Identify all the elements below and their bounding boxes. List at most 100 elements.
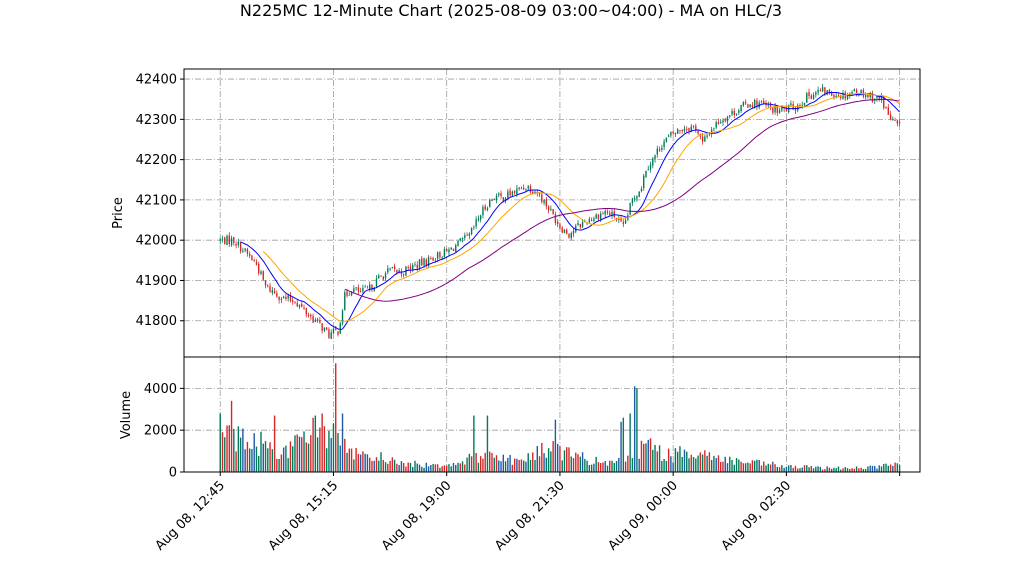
volume-bar [255, 446, 258, 472]
candle-body [330, 332, 332, 339]
candle-body [491, 199, 493, 201]
volume-bar [620, 421, 622, 472]
price-tick-label: 42400 [136, 73, 177, 88]
candle-body [810, 95, 813, 99]
candle-body [348, 294, 351, 296]
candle-body [656, 148, 659, 155]
candle-body [461, 238, 464, 239]
volume-bar [785, 466, 788, 472]
volume-bar [747, 462, 749, 472]
volume-bar [837, 466, 840, 472]
volume-bar [853, 468, 856, 472]
candle-body [538, 193, 541, 195]
volume-bar [855, 466, 858, 472]
candle-body [475, 219, 477, 227]
candle-body [276, 293, 278, 297]
volume-bar [797, 468, 799, 472]
candle-body [744, 101, 747, 104]
candle-body [663, 141, 665, 148]
volume-bar [790, 465, 792, 472]
volume-bar [486, 415, 489, 472]
volume-bar [507, 457, 509, 472]
volume-bar [765, 465, 767, 472]
volume-bar [883, 463, 885, 472]
candle-body [633, 198, 636, 200]
candle-body [681, 129, 683, 132]
volume-bar [860, 467, 862, 472]
volume-bar [495, 455, 498, 472]
candle-body [735, 113, 738, 115]
candle-body [541, 194, 543, 202]
candle-body [638, 191, 640, 197]
volume-bar [425, 462, 428, 472]
volume-bar [305, 442, 307, 472]
volume-bar [221, 432, 224, 472]
candle-body [312, 316, 314, 323]
volume-bar [776, 466, 779, 472]
volume-bar [690, 454, 692, 472]
candle-body [445, 249, 448, 252]
candle-body [393, 266, 396, 269]
volume-bar [663, 458, 665, 472]
candle-body [584, 221, 586, 223]
candle-body [579, 224, 582, 228]
candle-body [878, 95, 880, 99]
x-axis: Aug 08, 12:45 Aug 08, 15:15 Aug 08, 19:00 A… [153, 472, 901, 554]
volume-bar [400, 461, 403, 472]
volume-bar [686, 451, 688, 472]
candle-body [760, 101, 763, 103]
candle-body [631, 198, 634, 204]
candle-body [346, 291, 348, 296]
volume-bar [380, 452, 382, 472]
candle-body [708, 133, 711, 135]
volume-bar [679, 446, 681, 472]
volume-bar [808, 467, 810, 472]
volume-bar [615, 461, 618, 472]
volume-bar [672, 462, 674, 472]
volume-bar [301, 437, 303, 472]
candle-body [305, 308, 307, 315]
candle-body [767, 104, 769, 106]
volume-bar [740, 461, 742, 472]
candle-body [529, 186, 532, 193]
candle-body [586, 222, 588, 224]
candle-body [325, 327, 328, 330]
candle-body [772, 107, 774, 113]
volume-bar [862, 469, 865, 472]
volume-bar [778, 467, 781, 472]
candle-body [599, 213, 602, 220]
volume-bar [398, 465, 400, 472]
ma-line-1 [240, 92, 900, 331]
candle-body [389, 268, 391, 270]
volume-bar [575, 452, 577, 472]
candle-body [667, 135, 670, 137]
candle-body [267, 285, 269, 287]
volume-bar [799, 468, 801, 472]
candle-body [896, 120, 899, 124]
volume-bar [595, 456, 597, 472]
candle-body [604, 211, 606, 215]
volume-bar [230, 400, 233, 472]
volume-bar [652, 449, 654, 472]
candle-body [622, 222, 625, 225]
candle-body [371, 284, 373, 291]
volume-bar [833, 467, 835, 472]
candle-body [504, 198, 507, 201]
candle-body [303, 307, 305, 309]
candle-body [359, 290, 362, 292]
candle-body [255, 262, 258, 265]
volume-bar [382, 459, 384, 472]
volume-bar [670, 456, 672, 472]
volume-y-axis: 0 2000 4000 [144, 382, 184, 481]
candle-body [559, 224, 561, 229]
candle-body [672, 131, 674, 134]
volume-bar [296, 434, 298, 472]
candle-body [613, 211, 615, 217]
candle-body [468, 233, 471, 236]
volume-bar [774, 464, 776, 472]
candle-body [409, 266, 412, 270]
volume-bar [602, 462, 604, 472]
volume-bars [219, 363, 901, 472]
candle-body [588, 219, 591, 223]
